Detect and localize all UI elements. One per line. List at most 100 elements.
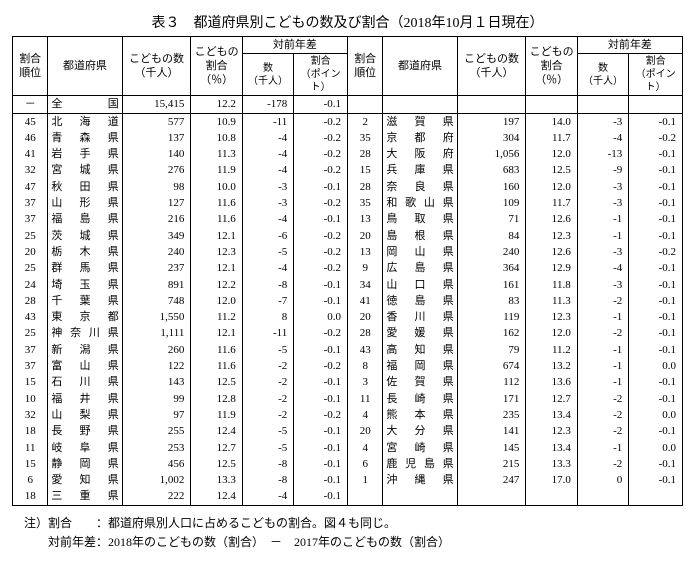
table-row: 10福 井 県9912.8-2-0.1 [13, 391, 347, 407]
cell-pct: 10.8 [191, 130, 242, 146]
table-wrapper: 割合 順位 都道府県 こどもの数 （千人） こどもの 割合 （％） 対前年差 数… [12, 36, 683, 506]
cell-rank: 18 [13, 423, 48, 439]
cell-rank: 46 [13, 130, 48, 146]
table-row: 8福 岡 県67413.2-10.0 [348, 358, 682, 374]
cell-pct: 11.9 [191, 407, 242, 423]
table-row: 24埼 玉 県89112.2-8-0.1 [13, 277, 347, 293]
cell-count: 222 [122, 488, 191, 504]
cell-rank: 11 [13, 440, 48, 456]
table-row: 37福 島 県21611.6-4-0.1 [13, 211, 347, 227]
col-pct: こどもの 割合 （％） [526, 37, 577, 96]
cell-count: 255 [122, 423, 191, 439]
cell-pct: 12.2 [191, 96, 242, 113]
cell-diff-pct: -0.1 [629, 277, 682, 293]
cell-diff-pct: -0.2 [294, 195, 347, 211]
cell-diff-count: -4 [242, 146, 293, 162]
cell-diff-pct: -0.2 [294, 162, 347, 178]
table-row: 35和歌山県10911.7-3-0.1 [348, 195, 682, 211]
table-row: 20島 根 県8412.3-1-0.1 [348, 228, 682, 244]
table-row: 15石 川 県14312.5-2-0.1 [13, 374, 347, 390]
cell-diff-count: -11 [242, 113, 293, 130]
cell-diff-count: 0 [577, 472, 628, 488]
cell-diff-count: -11 [242, 325, 293, 341]
table-row: 4宮 崎 県14513.4-10.0 [348, 440, 682, 456]
cell-diff-count: -2 [577, 325, 628, 341]
cell-count: 456 [122, 456, 191, 472]
cell-pct: 13.4 [526, 440, 577, 456]
table-row: 47秋 田 県9810.0-3-0.1 [13, 179, 347, 195]
cell-rank: 4 [348, 440, 383, 456]
cell-pct: 12.3 [191, 244, 242, 260]
table-row: 32宮 城 県27611.9-4-0.2 [13, 162, 347, 178]
table-left: 割合 順位 都道府県 こどもの数 （千人） こどもの 割合 （％） 対前年差 数… [13, 37, 348, 505]
cell-pct: 11.7 [526, 195, 577, 211]
cell-diff-count: -1 [577, 309, 628, 325]
table-row: 18長 野 県25512.4-5-0.1 [13, 423, 347, 439]
cell-pref: 埼 玉 県 [48, 277, 122, 293]
cell-pref: 山 形 県 [48, 195, 122, 211]
cell-rank: 32 [13, 162, 48, 178]
cell-count: 748 [122, 293, 191, 309]
table-row-blank [348, 96, 682, 113]
table-row: 1沖 縄 県24717.00-0.1 [348, 472, 682, 488]
table-row: 41岩 手 県14011.3-4-0.2 [13, 146, 347, 162]
cell-pref: 佐 賀 県 [383, 374, 457, 390]
cell-count: 215 [457, 456, 526, 472]
cell-rank: 34 [348, 277, 383, 293]
table-right: 割合 順位 都道府県 こどもの数 （千人） こどもの 割合 （％） 対前年差 数… [348, 37, 682, 505]
cell-count: 349 [122, 228, 191, 244]
cell-rank: 20 [348, 228, 383, 244]
cell-rank: 35 [348, 195, 383, 211]
cell-diff-count: -8 [242, 456, 293, 472]
table-row: 6鹿児島県21513.3-2-0.1 [348, 456, 682, 472]
cell-rank: 25 [13, 228, 48, 244]
cell-count: 1,111 [122, 325, 191, 341]
cell-diff-pct: -0.1 [294, 472, 347, 488]
col-diff-group: 対前年差 [242, 37, 347, 54]
cell-diff-pct: -0.1 [294, 488, 347, 504]
cell-pref: 福 井 県 [48, 391, 122, 407]
cell-pref: 奈 良 県 [383, 179, 457, 195]
table-row: 20大 分 県14112.3-2-0.1 [348, 423, 682, 439]
cell-diff-pct: -0.1 [629, 423, 682, 439]
cell-pct: 11.2 [191, 309, 242, 325]
cell-diff-pct: -0.1 [294, 440, 347, 456]
cell-diff-count: -3 [242, 179, 293, 195]
table-row: 28奈 良 県16012.0-3-0.1 [348, 179, 682, 195]
table-row: 34山 口 県16111.8-3-0.1 [348, 277, 682, 293]
table-row: 25神奈川県1,11112.1-11-0.2 [13, 325, 347, 341]
table-row: 25茨 城 県34912.1-6-0.2 [13, 228, 347, 244]
col-count: こどもの数 （千人） [122, 37, 191, 96]
cell-diff-pct: 0.0 [629, 407, 682, 423]
table-row: 46青 森 県13710.8-4-0.2 [13, 130, 347, 146]
cell-pct: 12.0 [526, 179, 577, 195]
cell-count: 161 [457, 277, 526, 293]
cell-diff-count: -5 [242, 440, 293, 456]
cell-diff-pct: -0.1 [629, 342, 682, 358]
col-rank: 割合 順位 [13, 37, 48, 96]
col-diff-count: 数 （千人） [577, 54, 628, 96]
cell-rank: 41 [348, 293, 383, 309]
cell-rank: 4 [348, 407, 383, 423]
cell-pct: 11.7 [526, 130, 577, 146]
cell-diff-pct: -0.1 [629, 472, 682, 488]
cell-count: 122 [122, 358, 191, 374]
cell-rank: 1 [348, 472, 383, 488]
cell-pct: 14.0 [526, 113, 577, 130]
table-row: 35京 都 府30411.7-4-0.2 [348, 130, 682, 146]
cell-rank: 35 [348, 130, 383, 146]
cell-pct: 11.3 [526, 293, 577, 309]
cell-diff-pct: -0.1 [294, 211, 347, 227]
cell-diff-pct: -0.1 [294, 456, 347, 472]
cell-diff-pct: -0.1 [294, 374, 347, 390]
cell-diff-pct: 0.0 [294, 309, 347, 325]
cell-diff-count: -2 [242, 358, 293, 374]
cell-diff-count: -2 [242, 391, 293, 407]
cell-diff-count: -3 [577, 244, 628, 260]
cell-pref: 山 梨 県 [48, 407, 122, 423]
cell-diff-count: -3 [577, 195, 628, 211]
note-label-2: 対前年差 [24, 533, 96, 552]
cell-rank: 24 [13, 277, 48, 293]
cell-pref: 兵 庫 県 [383, 162, 457, 178]
cell-count: 197 [457, 113, 526, 130]
